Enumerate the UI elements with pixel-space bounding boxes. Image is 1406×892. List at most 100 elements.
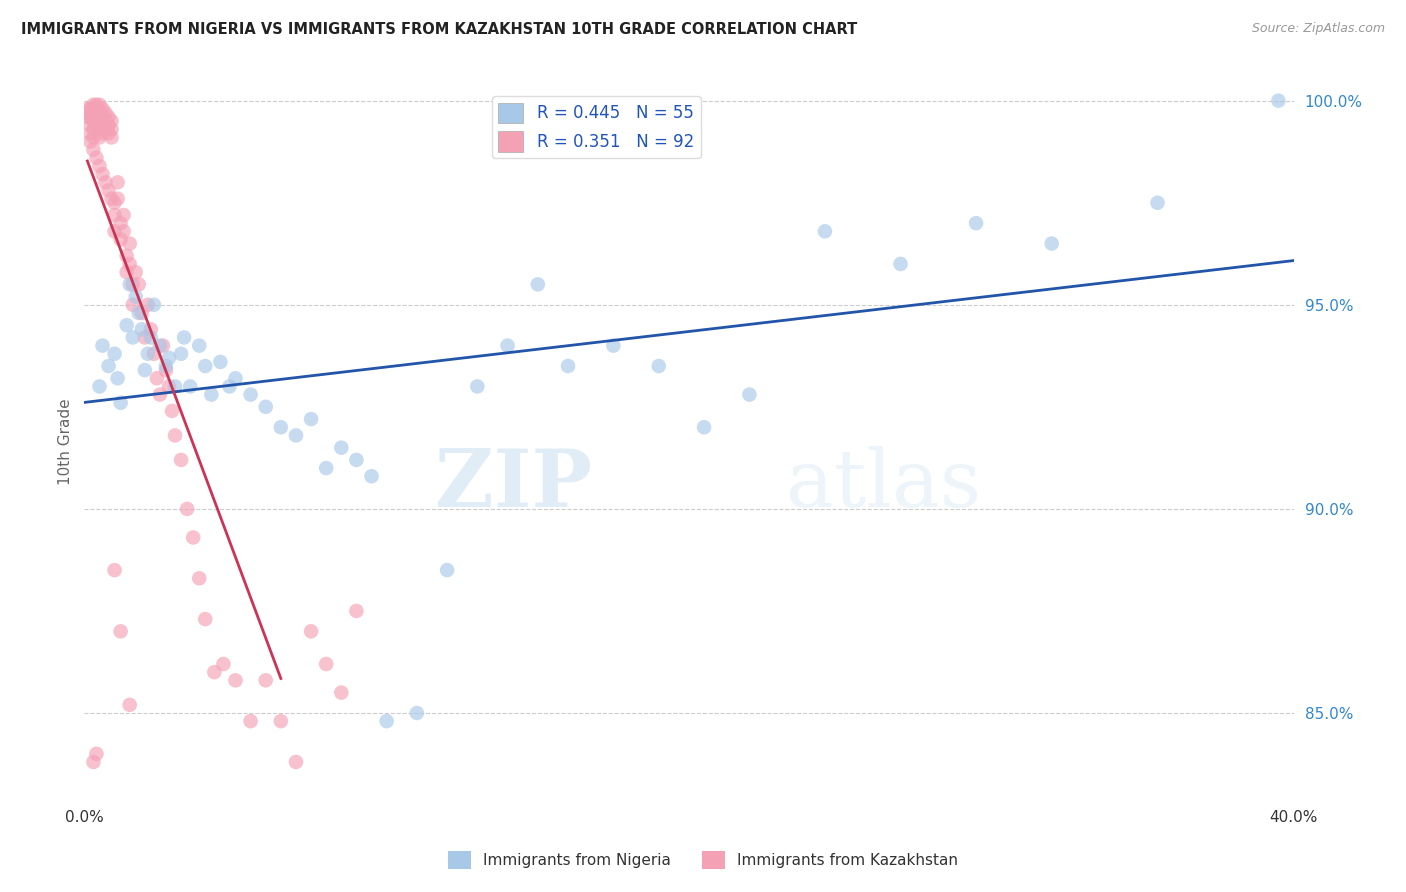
Point — [346, 604, 368, 618]
Point — [176, 502, 198, 516]
Point — [181, 531, 204, 545]
Point — [89, 106, 111, 120]
Point — [1040, 236, 1063, 251]
Point — [86, 747, 108, 761]
Point — [89, 159, 111, 173]
Point — [107, 371, 129, 385]
Point — [299, 624, 322, 639]
Point — [97, 359, 120, 373]
Point — [315, 657, 337, 671]
Point — [89, 130, 111, 145]
Point — [239, 714, 262, 728]
Point — [79, 110, 101, 124]
Point — [104, 208, 127, 222]
Point — [82, 106, 104, 120]
Point — [142, 298, 165, 312]
Point — [136, 347, 159, 361]
Point — [188, 338, 211, 352]
Text: ZIP: ZIP — [436, 446, 592, 524]
Point — [118, 257, 141, 271]
Point — [86, 97, 108, 112]
Point — [107, 175, 129, 189]
Point — [89, 122, 111, 136]
Point — [86, 106, 108, 120]
Point — [79, 118, 101, 132]
Point — [315, 461, 337, 475]
Point — [100, 114, 122, 128]
Point — [134, 363, 156, 377]
Point — [97, 110, 120, 124]
Point — [82, 122, 104, 136]
Text: atlas: atlas — [786, 446, 981, 524]
Point — [155, 363, 177, 377]
Point — [170, 347, 193, 361]
Point — [225, 371, 247, 385]
Point — [97, 184, 120, 198]
Point — [467, 379, 489, 393]
Point — [155, 359, 177, 373]
Point — [299, 412, 322, 426]
Point — [270, 420, 292, 434]
Point — [146, 371, 169, 385]
Point — [76, 106, 98, 120]
Point — [239, 387, 262, 401]
Point — [194, 359, 217, 373]
Point — [157, 351, 180, 365]
Point — [89, 379, 111, 393]
Point — [82, 755, 104, 769]
Point — [160, 404, 183, 418]
Point — [110, 396, 132, 410]
Point — [118, 236, 141, 251]
Point — [527, 277, 550, 292]
Point — [139, 330, 162, 344]
Point — [406, 706, 429, 720]
Point — [965, 216, 987, 230]
Point — [86, 151, 108, 165]
Point — [97, 126, 120, 140]
Point — [254, 400, 277, 414]
Point — [79, 135, 101, 149]
Point — [94, 114, 117, 128]
Point — [91, 126, 114, 140]
Point — [254, 673, 277, 688]
Point — [648, 359, 671, 373]
Point — [100, 130, 122, 145]
Point — [165, 428, 187, 442]
Point — [436, 563, 458, 577]
Point — [100, 192, 122, 206]
Point — [91, 110, 114, 124]
Point — [1267, 94, 1289, 108]
Point — [110, 216, 132, 230]
Point — [89, 114, 111, 128]
Point — [179, 379, 201, 393]
Point — [91, 102, 114, 116]
Point — [134, 330, 156, 344]
Point — [82, 143, 104, 157]
Point — [110, 232, 132, 246]
Point — [375, 714, 398, 728]
Point — [118, 698, 141, 712]
Point — [86, 122, 108, 136]
Point — [131, 322, 153, 336]
Point — [346, 453, 368, 467]
Point — [165, 379, 187, 393]
Point — [91, 118, 114, 132]
Point — [112, 208, 135, 222]
Point — [79, 102, 101, 116]
Point — [693, 420, 716, 434]
Point — [107, 192, 129, 206]
Point — [76, 102, 98, 116]
Point — [170, 453, 193, 467]
Point — [110, 624, 132, 639]
Point — [115, 265, 138, 279]
Point — [602, 338, 624, 352]
Point — [1146, 195, 1168, 210]
Point — [330, 441, 353, 455]
Point — [121, 298, 143, 312]
Point — [131, 306, 153, 320]
Point — [104, 195, 127, 210]
Point — [100, 122, 122, 136]
Point — [173, 330, 195, 344]
Point — [104, 347, 127, 361]
Point — [128, 277, 150, 292]
